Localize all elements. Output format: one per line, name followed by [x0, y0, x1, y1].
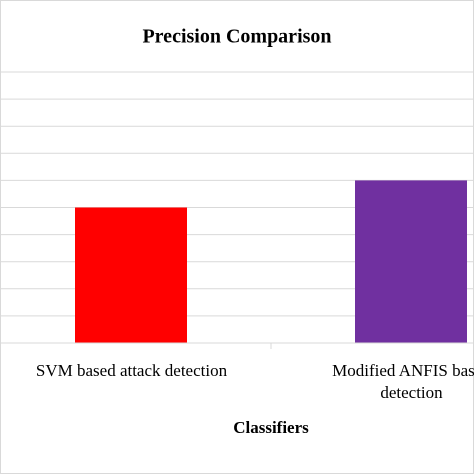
- bar: [355, 180, 467, 343]
- x-axis-title: Classifiers: [233, 418, 309, 437]
- x-tick-label: Modified ANFIS based detection: [332, 361, 474, 402]
- chart-title: Precision Comparison: [142, 26, 331, 48]
- x-tick-label-box: Modified ANFIS based detection: [332, 361, 474, 402]
- bar: [75, 207, 187, 343]
- x-tick-label: SVM based attack detection: [35, 361, 228, 380]
- x-tick-label-box: SVM based attack detection: [35, 361, 228, 380]
